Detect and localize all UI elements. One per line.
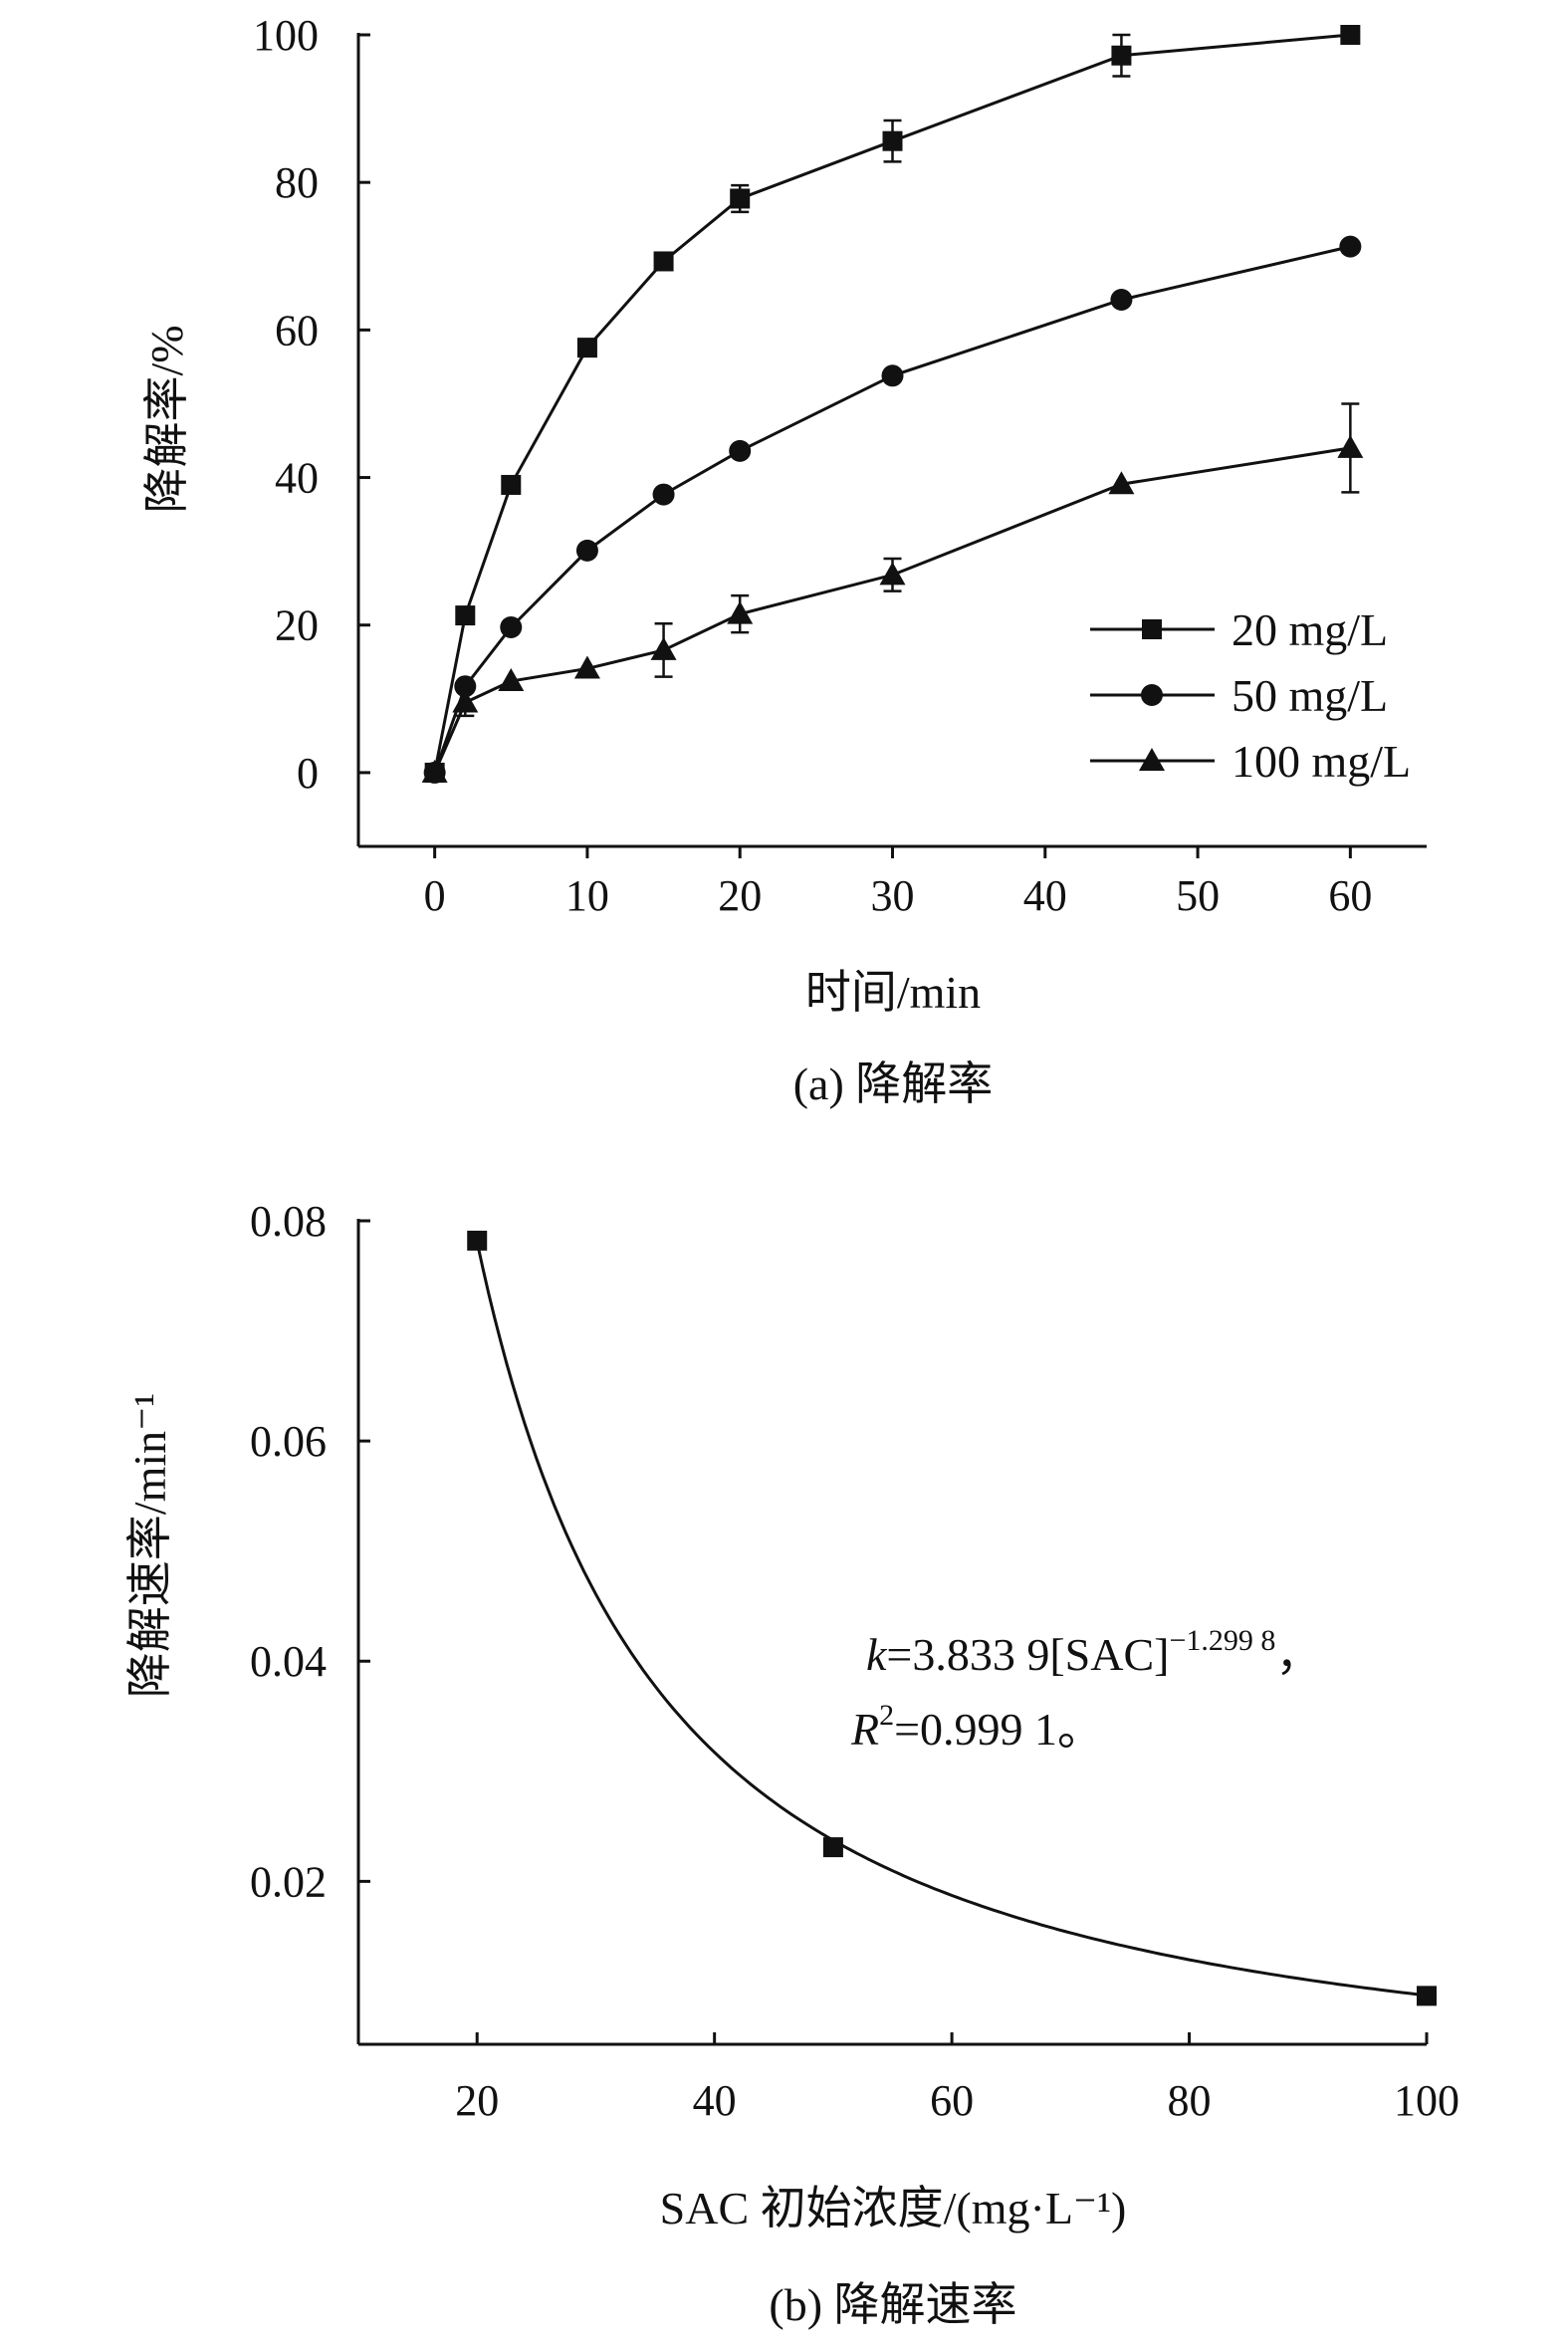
- chart-a-y-tick-label: 80: [275, 158, 319, 207]
- chart-b-x-axis-label: SAC 初始浓度/(mg·L⁻¹): [660, 2183, 1127, 2234]
- data-point-triangle: [1337, 434, 1364, 458]
- data-point-triangle: [727, 600, 754, 624]
- data-point-triangle: [1108, 471, 1135, 495]
- chart-a-x-tick-label: 20: [718, 871, 762, 920]
- legend-label: 50 mg/L: [1232, 670, 1388, 721]
- chart-b-x-tick-label: 80: [1168, 2076, 1212, 2125]
- chart-a-ticks: 0 10 20 30 40 50 60 0 20 40 60 80 100: [253, 11, 1372, 920]
- data-point-circle: [1339, 235, 1362, 258]
- chart-b-ticks: 20 40 60 80 100 0.02 0.04 0.06 0.08: [250, 1197, 1459, 2125]
- chart-a-y-tick-label: 60: [275, 306, 319, 354]
- data-point-square: [501, 474, 522, 495]
- data-point-circle: [1110, 288, 1133, 311]
- chart-a-y-tick-label: 40: [275, 454, 319, 503]
- data-point-square: [455, 605, 476, 626]
- chart-b-x-tick-label: 40: [693, 2076, 737, 2125]
- data-point-circle: [881, 364, 904, 387]
- data-point-circle: [652, 483, 675, 506]
- equation-k-exponent: −1.299 8: [1170, 1624, 1276, 1657]
- data-point-square: [822, 1837, 843, 1858]
- legend-marker-square: [1142, 619, 1162, 639]
- data-point-circle: [454, 675, 477, 698]
- data-point-square: [467, 1230, 488, 1251]
- equation-r-superscript: 2: [879, 1699, 894, 1732]
- data-point-square: [653, 251, 674, 272]
- chart-a-y-tick-label: 100: [253, 11, 319, 60]
- chart-b-x-tick-label: 20: [455, 2076, 499, 2125]
- chart-b-equation-k: k=3.833 9[SAC]−1.299 8，: [866, 1624, 1321, 1680]
- data-point-triangle: [879, 562, 906, 586]
- data-point-square: [730, 188, 751, 209]
- chart-b-equation-r2: R2=0.999 1。: [850, 1699, 1103, 1755]
- chart-a: 0 10 20 30 40 50 60 0 20 40 60 80 100 20 mg/L 50 mg/L…: [141, 11, 1427, 1109]
- legend-label: 20 mg/L: [1232, 604, 1388, 655]
- chart-b-y-axis-label: 降解速率/min⁻¹: [124, 1393, 175, 1698]
- chart-b-y-tick-label: 0.06: [250, 1417, 327, 1466]
- chart-a-legend: 20 mg/L 50 mg/L 100 mg/L: [1090, 604, 1411, 787]
- data-point-square: [1417, 1986, 1437, 2006]
- chart-b-axes: [356, 1219, 1427, 2046]
- equation-k-body: =3.833 9[SAC]: [886, 1629, 1169, 1680]
- data-point-circle: [729, 439, 752, 462]
- chart-b-y-tick-label: 0.08: [250, 1197, 327, 1246]
- chart-a-y-tick-label: 20: [275, 601, 319, 650]
- data-point-triangle: [650, 636, 677, 660]
- chart-a-x-tick-label: 50: [1176, 871, 1220, 920]
- data-point-triangle: [421, 759, 448, 783]
- data-point-square: [576, 338, 597, 358]
- chart-a-series: [421, 25, 1364, 784]
- chart-a-caption: (a) 降解率: [793, 1058, 994, 1109]
- equation-k-tail: ，: [1275, 1629, 1321, 1680]
- chart-a-x-axis-label: 时间/min: [805, 967, 981, 1018]
- chart-b-x-tick-label: 60: [930, 2076, 974, 2125]
- chart-b-y-tick-label: 0.02: [250, 1857, 327, 1906]
- chart-b-x-tick-label: 100: [1394, 2076, 1459, 2125]
- legend-marker-triangle: [1139, 748, 1165, 771]
- equation-r-body: =0.999 1。: [894, 1704, 1103, 1755]
- legend-marker-circle: [1141, 684, 1163, 706]
- data-point-square: [1340, 25, 1361, 45]
- chart-a-y-tick-label: 0: [297, 749, 319, 798]
- chart-a-x-tick-label: 30: [871, 871, 915, 920]
- equation-k-variable: k: [866, 1629, 888, 1680]
- data-point-triangle: [498, 668, 525, 692]
- chart-b-fit-curve: [475, 1241, 1428, 1998]
- data-point-triangle: [573, 655, 600, 679]
- chart-b-y-tick-label: 0.04: [250, 1637, 327, 1686]
- chart-a-y-axis-label: 降解率/%: [141, 325, 192, 513]
- chart-b-points: [467, 1230, 1437, 2006]
- series-line-triangle: [433, 446, 1351, 774]
- fit-curve-path: [475, 1241, 1428, 1998]
- data-point-circle: [575, 539, 598, 562]
- data-point-square: [1111, 45, 1132, 66]
- chart-a-x-tick-label: 60: [1328, 871, 1372, 920]
- data-point-square: [882, 130, 903, 151]
- chart-b-caption: (b) 降解速率: [769, 2279, 1016, 2330]
- chart-a-x-tick-label: 0: [424, 871, 446, 920]
- data-point-triangle: [452, 689, 479, 713]
- legend-label: 100 mg/L: [1232, 736, 1411, 787]
- equation-r-variable: R: [850, 1704, 879, 1755]
- chart-a-x-tick-label: 10: [565, 871, 609, 920]
- data-point-circle: [500, 615, 523, 638]
- chart-a-x-tick-label: 40: [1023, 871, 1067, 920]
- chart-b: 20 40 60 80 100 0.02 0.04 0.06 0.08 k=3.833 9[SA…: [124, 1197, 1459, 2330]
